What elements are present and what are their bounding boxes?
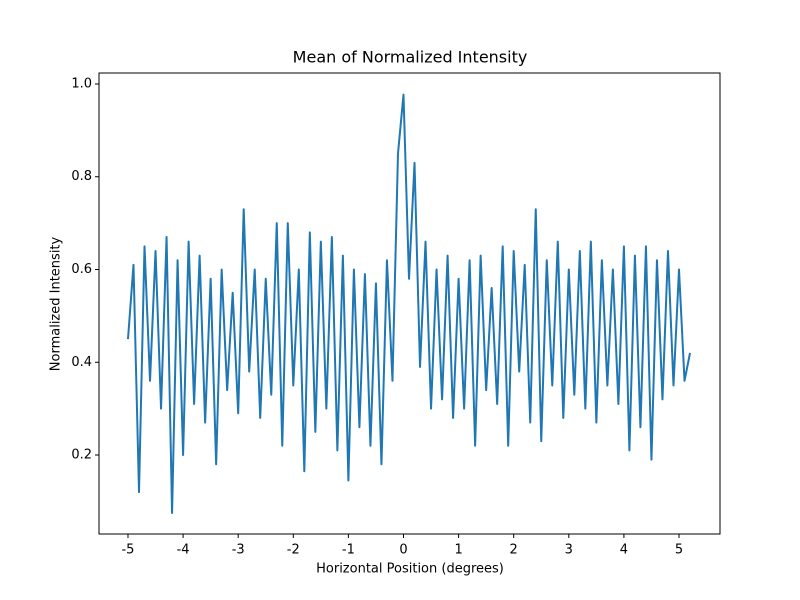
x-tick-label: 5 xyxy=(675,543,683,558)
x-tick-label: 3 xyxy=(565,543,573,558)
x-tick-label: 1 xyxy=(454,543,462,558)
y-tick-label: 0.8 xyxy=(71,169,92,184)
x-tick-label: -1 xyxy=(342,543,355,558)
x-axis-label: Horizontal Position (degrees) xyxy=(316,562,504,577)
x-tick-label: 4 xyxy=(620,543,628,558)
y-tick-label: 0.2 xyxy=(71,448,92,463)
y-tick-label: 1.0 xyxy=(71,76,92,91)
y-axis-label: Normalized Intensity xyxy=(49,236,64,371)
x-tick-label: -3 xyxy=(232,543,245,558)
chart-title: Mean of Normalized Intensity xyxy=(293,48,528,67)
y-tick-label: 0.6 xyxy=(71,262,92,277)
y-tick-label: 0.4 xyxy=(71,355,92,370)
x-tick-label: -4 xyxy=(177,543,190,558)
x-tick-label: 2 xyxy=(510,543,518,558)
x-tick-label: -5 xyxy=(121,543,134,558)
data-line xyxy=(126,93,692,514)
x-tick-label: -2 xyxy=(287,543,300,558)
x-tick-label: 0 xyxy=(399,543,407,558)
plot-frame xyxy=(98,72,721,535)
